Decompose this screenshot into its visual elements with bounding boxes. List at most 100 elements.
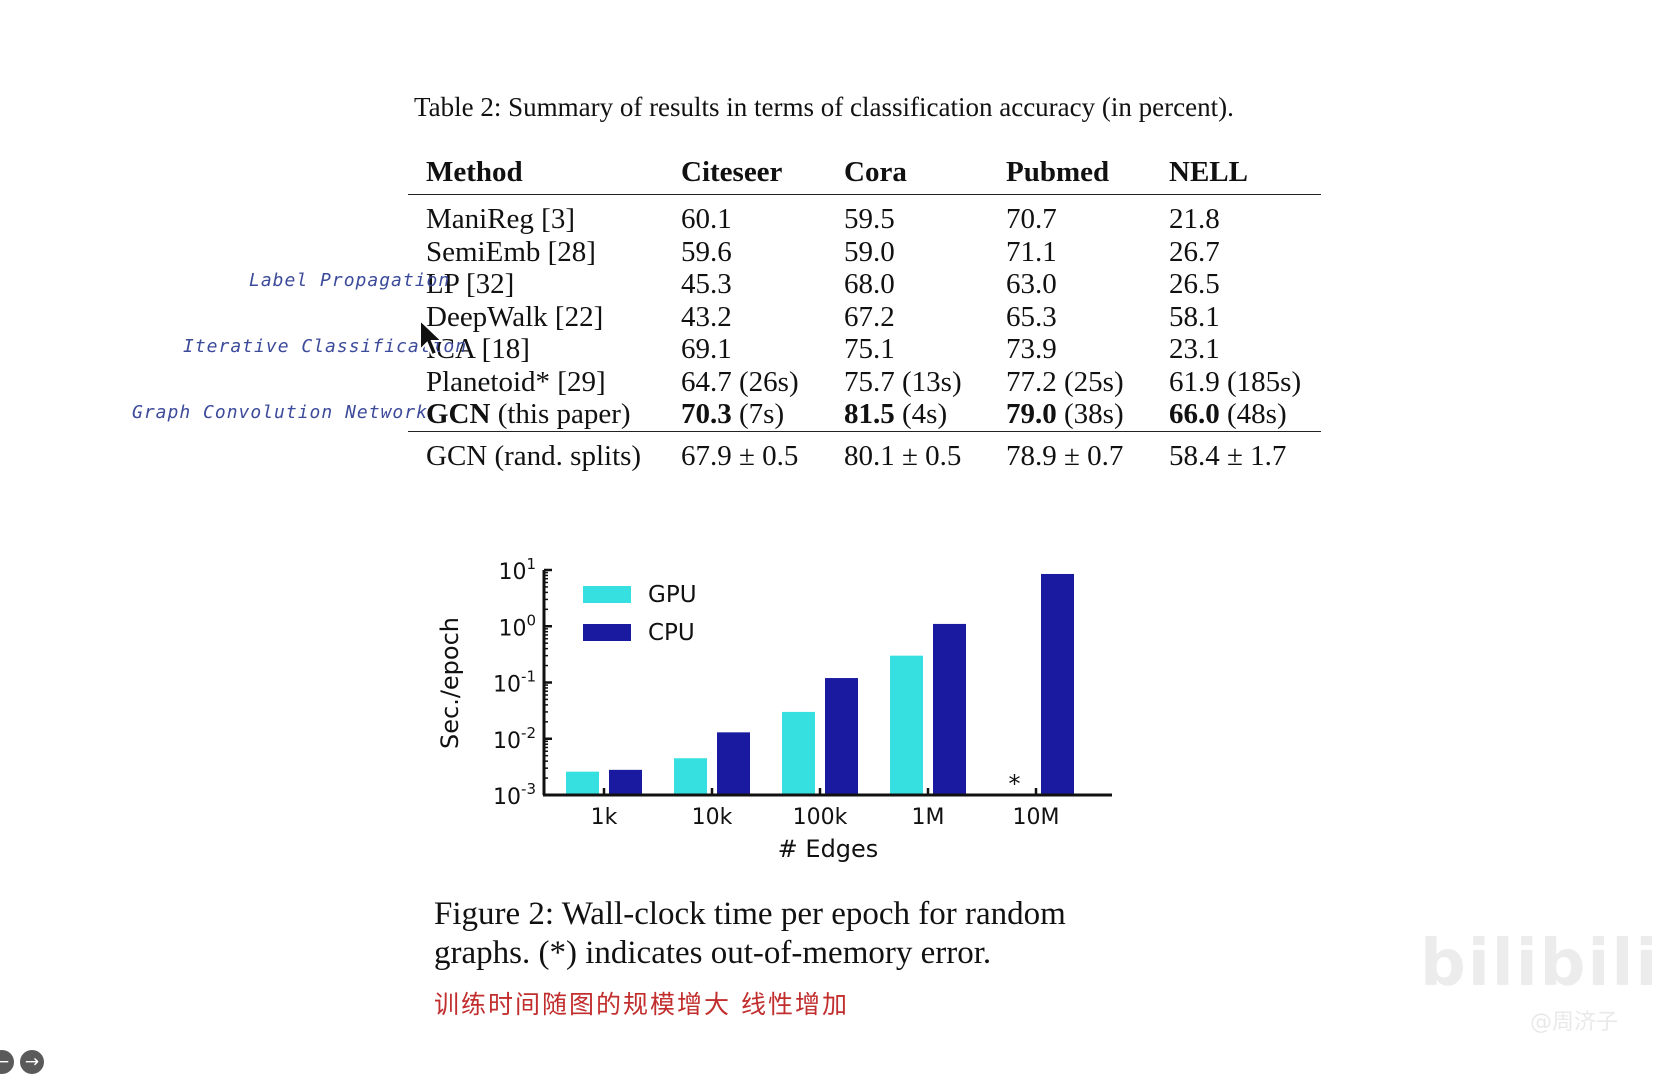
wall-clock-chart: * 10-3 10-2 10-1 100 101 1k 10k 100k 1M 10M GPU … <box>436 555 1112 863</box>
mouse-cursor-icon <box>419 318 444 357</box>
annotation-graph-convolution-network: Graph Convolution Network <box>132 402 428 423</box>
figure-caption: Figure 2: Wall-clock time per epoch for … <box>434 895 1154 973</box>
cell-nell: 66.0 (48s) <box>1169 398 1321 431</box>
gcn-value-bold: 66.0 <box>1169 398 1220 430</box>
cell-pubmed: 73.9 <box>1006 333 1057 365</box>
results-table: Method Citeseer Cora Pubmed NELL ManiReg… <box>408 150 1321 472</box>
header-pubmed: Pubmed <box>1006 150 1169 195</box>
cell-cora: 67.2 <box>844 300 895 333</box>
bilibili-watermark: bilibili 独家 <box>1420 927 1663 1001</box>
table-row: ManiReg [3] 60.1 59.5 70.7 21.8 <box>408 195 1321 236</box>
gcn-value-time: (48s) <box>1219 398 1287 430</box>
arrow-left-icon: ← <box>0 1052 10 1072</box>
figure-caption-line: graphs. (*) indicates out-of-memory erro… <box>434 935 992 971</box>
x-axis-label: # Edges <box>778 835 879 863</box>
table-row-rand-splits: GCN (rand. splits) 67.9 ± 0.5 80.1 ± 0.5… <box>408 430 1321 472</box>
gcn-method-bold: GCN <box>426 398 491 430</box>
cell-method: ManiReg [3] <box>426 203 575 235</box>
out-of-memory-marker: * <box>1009 770 1021 798</box>
cell-method: DeepWalk [22] <box>426 300 604 333</box>
cell-method: GCN (rand. splits) <box>408 430 681 472</box>
cell-cora: 59.5 <box>844 203 895 235</box>
cell-nell: 58.4 ± 1.7 <box>1169 430 1321 472</box>
annotation-chinese-note: 训练时间随图的规模增大 线性增加 <box>434 990 849 1019</box>
next-page-button[interactable]: → <box>20 1050 44 1074</box>
cell-method: SemiEmb [28] <box>426 235 596 268</box>
annotation-iterative-classification: Iterative Classification <box>183 336 468 357</box>
cell-cora: 81.5 (4s) <box>844 398 1006 431</box>
bar-cpu-10k <box>717 732 750 795</box>
table-row: Planetoid* [29] 64.7 (26s) 75.7 (13s) 77… <box>408 366 1321 399</box>
legend-label-cpu: CPU <box>648 620 695 646</box>
gcn-value-time: (4s) <box>894 398 948 430</box>
cell-nell: 23.1 <box>1169 333 1220 365</box>
cell-nell: 61.9 (185s) <box>1169 365 1302 398</box>
table-row: ICA [18] 69.1 75.1 73.9 23.1 <box>408 333 1321 366</box>
table-row-gcn: GCN (this paper) 70.3 (7s) 81.5 (4s) 79.… <box>408 398 1321 431</box>
gcn-method-rest: (this paper) <box>490 398 631 430</box>
x-tick-label: 1k <box>591 805 618 830</box>
cell-citeseer: 59.6 <box>681 235 732 268</box>
bar-gpu-100k <box>782 711 815 795</box>
table-row: LP [32] 45.3 68.0 63.0 26.5 <box>408 268 1321 301</box>
watermark-username: @周济子 <box>1530 1010 1619 1035</box>
cell-cora: 75.1 <box>844 333 895 365</box>
arrow-right-icon: → <box>24 1052 40 1072</box>
cell-nell: 21.8 <box>1169 203 1220 235</box>
table-row: DeepWalk [22] 43.2 67.2 65.3 58.1 <box>408 301 1321 334</box>
x-tick-label: 10k <box>692 805 733 830</box>
x-tick-label: 100k <box>793 805 848 830</box>
bar-gpu-1M <box>890 655 923 795</box>
chart-legend: GPU CPU <box>583 582 697 646</box>
figure-caption-line: Figure 2: Wall-clock time per epoch for … <box>434 896 1066 932</box>
gcn-value-bold: 81.5 <box>844 398 895 430</box>
cell-pubmed: 65.3 <box>1006 300 1057 333</box>
bar-cpu-1M <box>933 623 966 795</box>
bars-group: * <box>566 573 1074 798</box>
bar-gpu-10k <box>674 758 707 795</box>
gcn-value-time: (38s) <box>1056 398 1124 430</box>
bar-cpu-10M <box>1041 573 1074 795</box>
header-method: Method <box>408 150 681 195</box>
header-nell: NELL <box>1169 150 1321 195</box>
y-tick-label: 100 <box>498 611 536 641</box>
cell-citeseer: 69.1 <box>681 333 732 365</box>
cell-cora: 80.1 ± 0.5 <box>844 430 1006 472</box>
cell-citeseer: 70.3 (7s) <box>681 398 844 431</box>
y-tick-label: 101 <box>498 555 536 585</box>
table-header-row: Method Citeseer Cora Pubmed NELL <box>408 150 1321 195</box>
cell-pubmed: 70.7 <box>1006 203 1057 235</box>
cell-citeseer: 60.1 <box>681 203 732 235</box>
cell-method: GCN (this paper) <box>408 398 681 431</box>
cell-method: ICA [18] <box>426 333 530 365</box>
table-caption: Table 2: Summary of results in terms of … <box>414 92 1234 122</box>
gcn-value-time: (7s) <box>731 398 785 430</box>
gcn-value-bold: 70.3 <box>681 398 732 430</box>
gcn-value-bold: 79.0 <box>1006 398 1057 430</box>
y-tick-label: 10-2 <box>493 724 536 754</box>
cell-citeseer: 45.3 <box>681 268 732 300</box>
bar-gpu-1k <box>566 771 599 795</box>
prev-page-button[interactable]: ← <box>0 1050 14 1074</box>
table-row: SemiEmb [28] 59.6 59.0 71.1 26.7 <box>408 236 1321 269</box>
x-ticks: 1k 10k 100k 1M 10M <box>591 788 1059 830</box>
cell-cora: 59.0 <box>844 235 895 268</box>
bar-cpu-100k <box>825 678 858 795</box>
cell-nell: 58.1 <box>1169 300 1220 333</box>
header-cora: Cora <box>844 150 1006 195</box>
y-axis-label: Sec./epoch <box>436 617 464 749</box>
cell-pubmed: 77.2 (25s) <box>1006 365 1124 398</box>
cell-citeseer: 67.9 ± 0.5 <box>681 430 844 472</box>
annotation-label-propagation: Label Propagation <box>249 270 451 291</box>
legend-label-gpu: GPU <box>648 582 697 608</box>
cell-pubmed: 71.1 <box>1006 235 1057 268</box>
y-tick-label: 10-3 <box>493 780 536 810</box>
y-ticks: 10-3 10-2 10-1 100 101 <box>493 555 552 810</box>
cell-pubmed: 78.9 ± 0.7 <box>1006 430 1169 472</box>
cell-citeseer: 64.7 (26s) <box>681 365 799 398</box>
cell-citeseer: 43.2 <box>681 300 732 333</box>
cell-method: LP [32] <box>426 268 515 300</box>
cell-cora: 75.7 (13s) <box>844 365 962 398</box>
legend-swatch-cpu <box>583 624 631 641</box>
bar-cpu-1k <box>609 769 642 795</box>
